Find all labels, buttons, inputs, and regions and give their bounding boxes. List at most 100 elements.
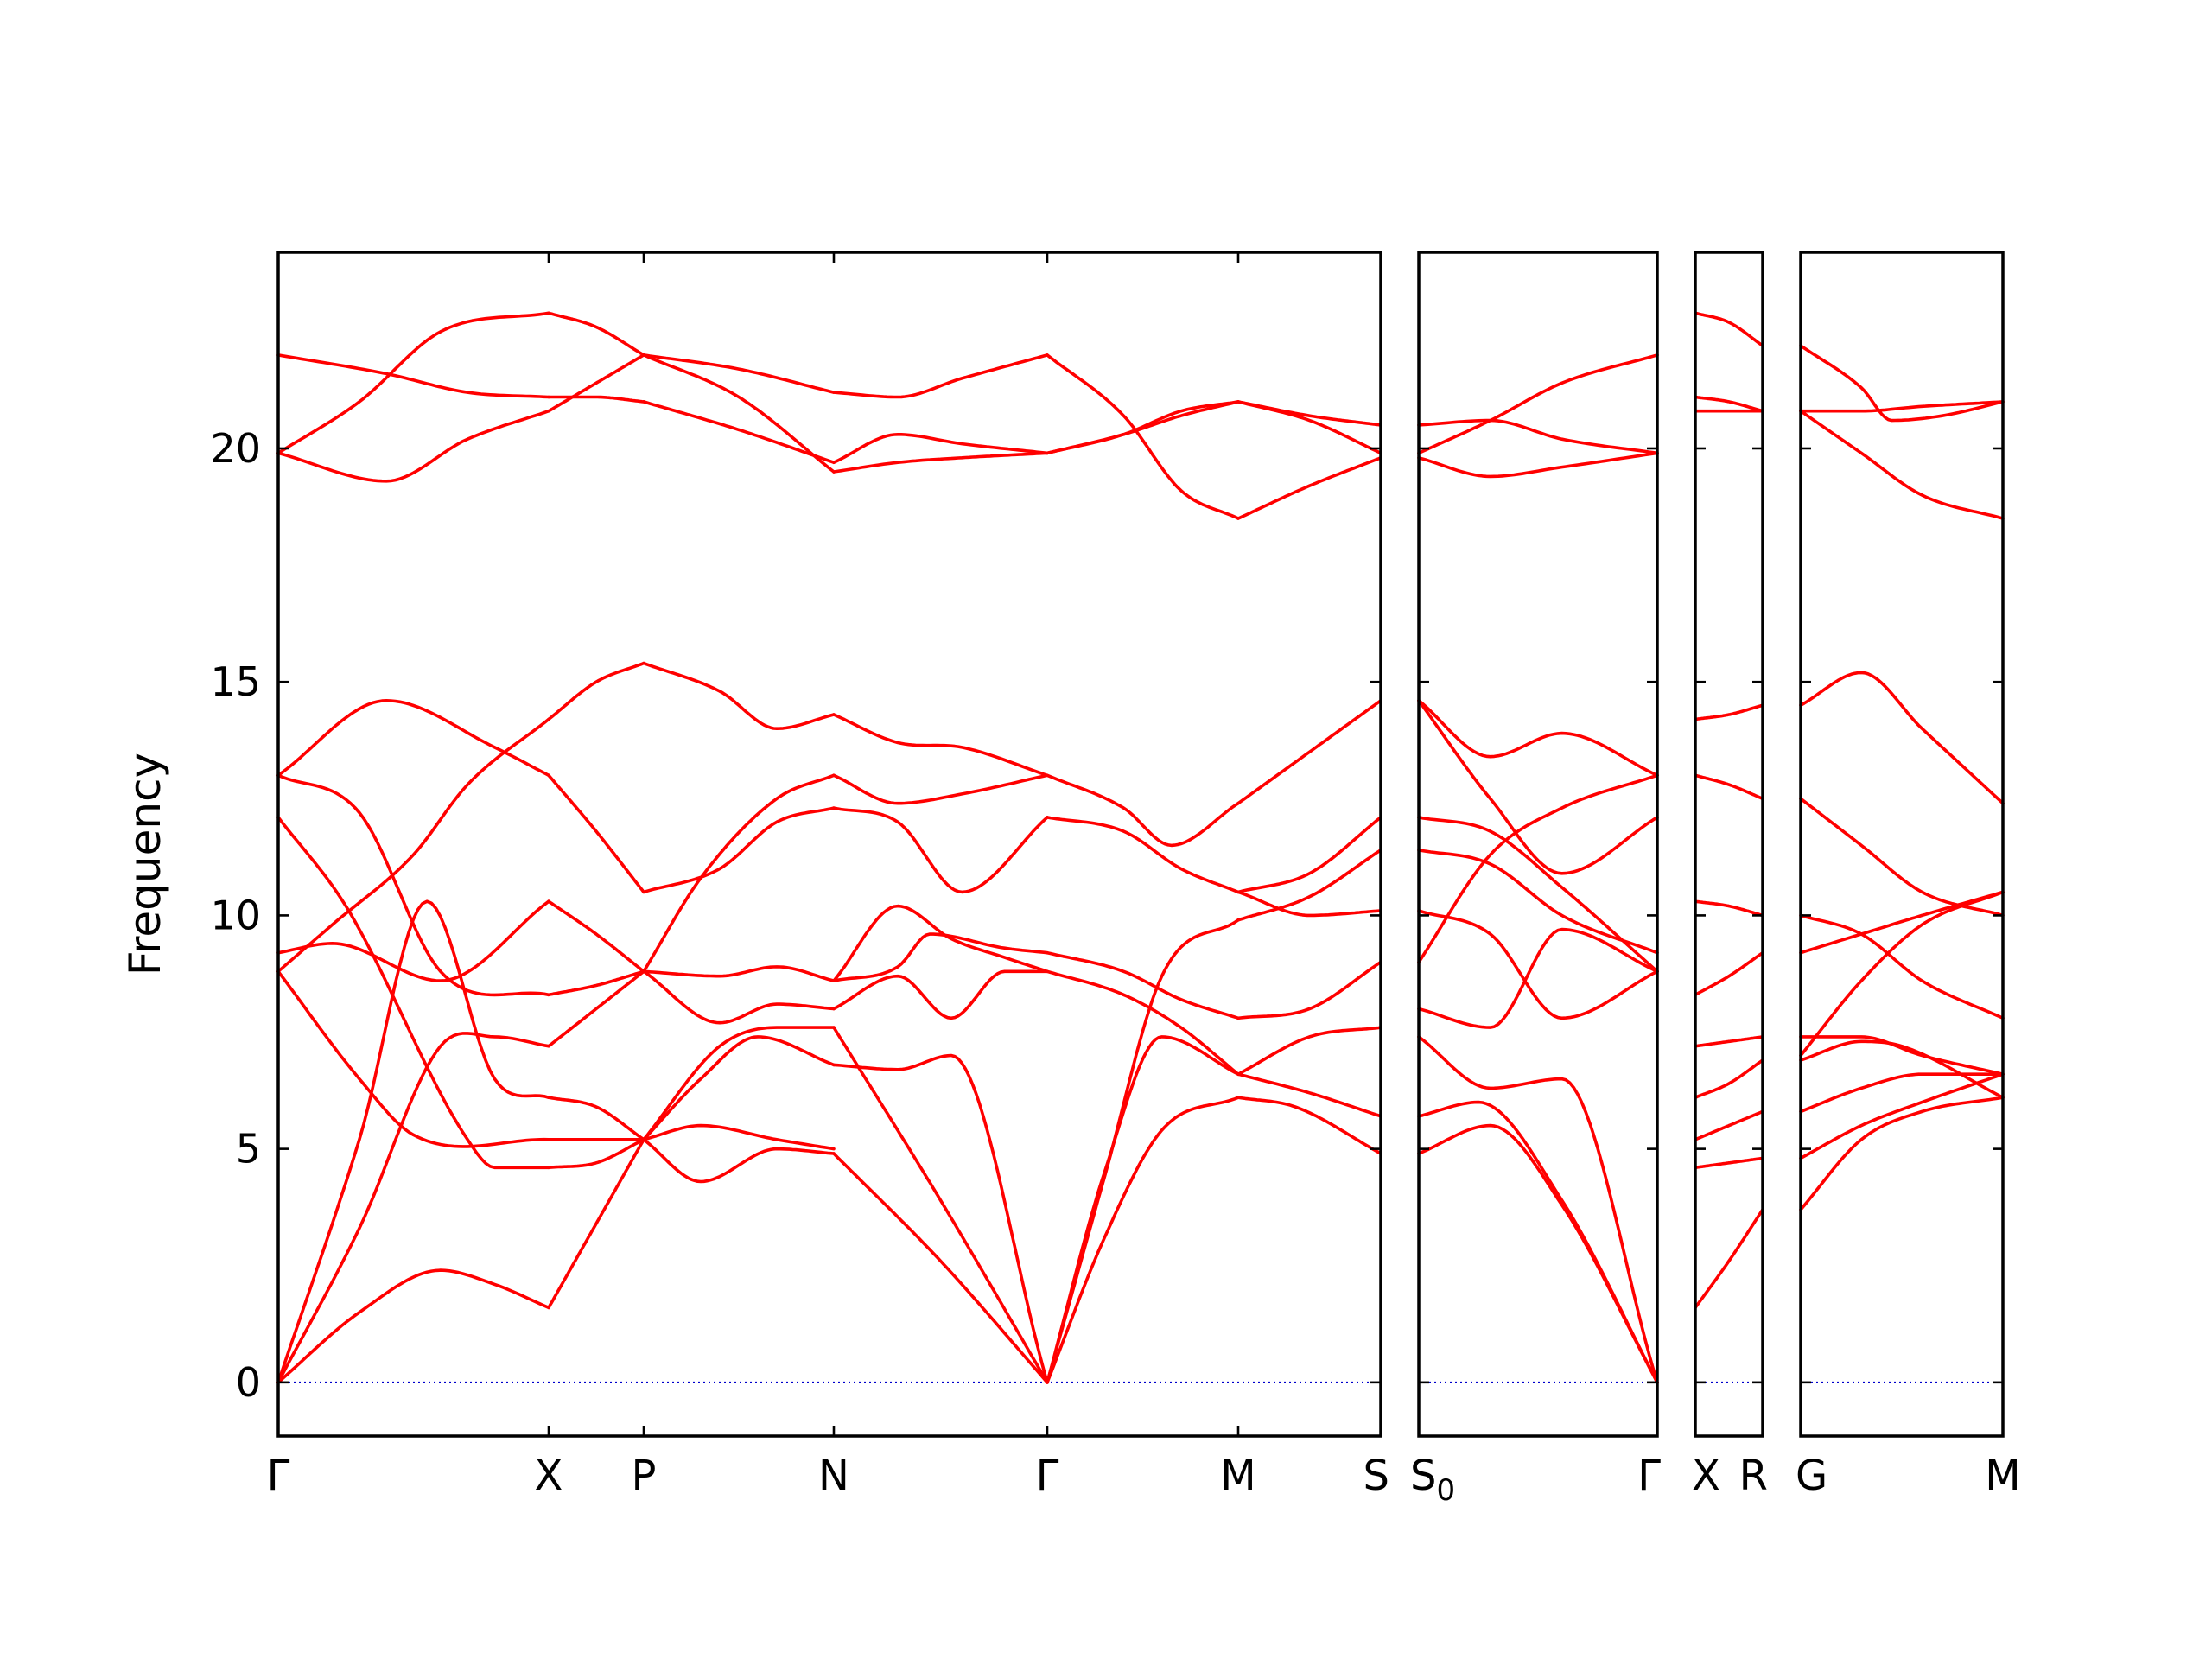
band-line-seg7-9: [1417, 699, 1659, 875]
band-line-seg9-5: [1799, 1035, 2005, 1076]
band-line-seg4-4: [832, 969, 1049, 1020]
band-line-seg2-7: [547, 899, 645, 974]
y-axis-title: Frequency: [120, 753, 170, 976]
band-line-seg6-5: [1236, 849, 1382, 922]
band-line-seg7-3: [1417, 1035, 1659, 1384]
band-line-seg8-11: [1694, 395, 1764, 413]
band-line-seg4-10: [832, 433, 1049, 464]
band-line-seg6-6: [1236, 890, 1382, 918]
band-line-seg6-4: [1236, 960, 1382, 1020]
band-line-seg5-1: [1046, 1096, 1240, 1384]
band-line-seg3-1: [642, 1138, 836, 1184]
band-line-seg6-7: [1236, 699, 1382, 805]
band-line-seg8-4: [1694, 1058, 1764, 1099]
band-line-seg2-1: [547, 1138, 645, 1310]
band-line-seg4-12: [832, 353, 1049, 399]
band-line-seg7-4: [1417, 927, 1659, 1029]
panel-frame: [1694, 251, 1764, 1438]
band-line-seg9-10: [1799, 671, 2005, 805]
band-line-seg3-6: [642, 965, 836, 982]
band-line-seg3-9: [642, 661, 836, 730]
band-line-seg9-6: [1799, 890, 2005, 955]
band-line-seg8-8: [1694, 773, 1764, 801]
band-line-seg2-6: [547, 969, 645, 997]
band-line-seg7-11: [1417, 451, 1659, 479]
band-line-seg2-10: [547, 353, 645, 413]
band-line-seg2-8: [547, 773, 645, 894]
band-line-seg9-2: [1799, 1072, 2005, 1160]
y-tick-label: 15: [210, 658, 261, 705]
band-line-seg1-7: [276, 899, 550, 982]
k-point-label: G: [1796, 1452, 1827, 1500]
k-point-label: N: [818, 1452, 849, 1500]
band-line-seg3-5: [642, 969, 836, 1025]
band-line-seg5-4: [1046, 969, 1240, 1076]
band-line-seg9-9: [1799, 797, 2005, 918]
band-line-seg1-6: [276, 773, 550, 997]
k-point-label: M: [1985, 1452, 2020, 1500]
band-line-seg6-1: [1236, 1096, 1382, 1155]
band-line-seg1-5: [276, 816, 550, 1170]
band-line-seg2-5: [547, 969, 645, 1048]
panel-4: [1799, 251, 2005, 1438]
band-line-seg6-8: [1236, 816, 1382, 894]
band-line-seg1-1: [276, 1268, 550, 1384]
panel-2: [1417, 251, 1659, 1438]
panel-1: [276, 251, 1382, 1438]
band-line-seg8-3: [1694, 1109, 1764, 1141]
band-line-seg8-2: [1694, 1156, 1764, 1170]
band-line-seg4-5: [832, 932, 1049, 982]
band-line-seg2-11: [547, 395, 645, 404]
band-line-seg4-11: [832, 451, 1049, 474]
y-tick-label: 5: [236, 1126, 261, 1173]
band-line-seg6-3: [1236, 1026, 1382, 1076]
band-line-seg7-2: [1417, 1100, 1659, 1384]
panel-frame: [1799, 251, 2005, 1438]
k-point-label: S0: [1410, 1452, 1455, 1508]
band-line-seg7-12: [1417, 418, 1659, 455]
band-line-seg3-7: [642, 773, 836, 974]
band-line-seg4-6: [832, 904, 1049, 982]
band-line-seg8-1: [1694, 1208, 1764, 1310]
band-line-seg6-11: [1236, 400, 1382, 455]
band-line-seg5-5: [1046, 950, 1240, 1020]
k-point-label: X: [1692, 1452, 1720, 1500]
band-line-seg8-5: [1694, 1035, 1764, 1048]
band-line-seg7-6: [1417, 909, 1659, 1020]
band-line-seg2-2: [547, 1138, 645, 1170]
k-point-label: P: [632, 1452, 657, 1500]
band-line-seg7-13: [1417, 353, 1659, 455]
y-tick-label: 20: [210, 425, 261, 472]
band-line-seg7-7: [1417, 849, 1659, 955]
panel-3: [1694, 251, 1764, 1438]
band-line-seg1-4: [276, 969, 550, 1148]
band-line-seg3-4: [642, 1026, 836, 1141]
band-line-seg8-6: [1694, 950, 1764, 997]
k-point-label: Γ: [1637, 1452, 1661, 1500]
band-line-seg5-9: [1046, 400, 1240, 455]
band-line-seg5-10: [1046, 353, 1240, 520]
band-line-seg1-9: [276, 699, 550, 778]
k-point-label: S: [1363, 1452, 1389, 1500]
band-line-seg2-12: [547, 311, 645, 357]
band-line-seg2-9: [547, 661, 645, 721]
band-line-seg5-2: [1046, 918, 1240, 1384]
k-point-label: M: [1220, 1452, 1255, 1500]
band-line-seg6-9: [1236, 456, 1382, 520]
band-line-seg2-4: [547, 1096, 645, 1141]
band-line-seg9-7: [1799, 913, 2005, 1020]
band-line-seg3-3: [642, 1035, 836, 1141]
band-line-seg1-8: [276, 717, 550, 974]
band-line-seg9-12: [1799, 400, 2005, 413]
band-line-seg5-6: [1046, 816, 1240, 894]
band-line-seg4-7: [832, 806, 1049, 894]
band-line-seg9-1: [1799, 1096, 2005, 1211]
k-point-label: R: [1739, 1452, 1768, 1500]
band-line-seg1-10: [276, 409, 550, 483]
band-line-seg9-4: [1799, 1039, 2005, 1099]
band-line-seg7-10: [1417, 699, 1659, 778]
band-line-seg3-12: [642, 353, 836, 394]
k-point-label: Γ: [267, 1452, 290, 1500]
band-line-seg3-10: [642, 400, 836, 464]
k-point-label: Γ: [1036, 1452, 1059, 1500]
